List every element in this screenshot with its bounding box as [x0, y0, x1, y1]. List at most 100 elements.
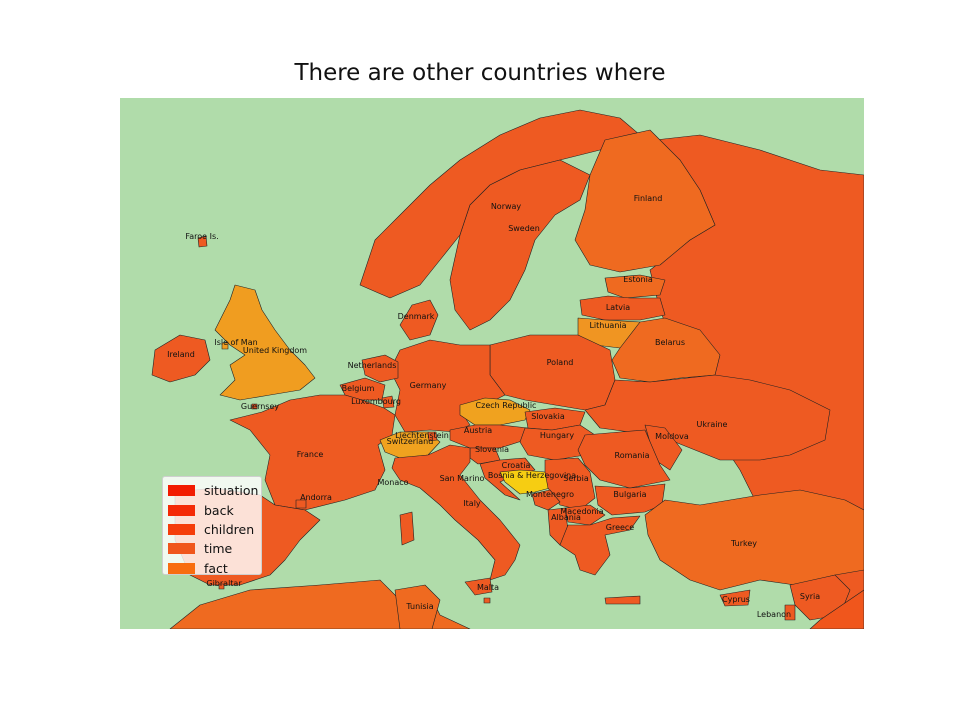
- country-andorra: [295, 499, 307, 509]
- country-label: Ukraine: [697, 420, 728, 429]
- country-ireland: [151, 334, 211, 383]
- country-guernsey: [251, 403, 258, 410]
- country-label: Faroe Is.: [185, 232, 218, 241]
- country-label: Norway: [491, 202, 522, 211]
- map-title: There are other countries where: [294, 60, 666, 86]
- country-turkey: [644, 489, 864, 591]
- country-italy-sicily: [464, 577, 493, 596]
- country-italy: [391, 444, 521, 581]
- legend-swatch: [168, 543, 195, 555]
- legend-item: situation: [168, 481, 261, 500]
- country-label: Monaco: [377, 478, 408, 487]
- country-netherlands: [361, 354, 399, 383]
- country-label: Czech Republic: [476, 401, 537, 410]
- legend-label: time: [204, 541, 233, 557]
- country-label: Finland: [634, 194, 663, 203]
- legend-swatch: [168, 523, 195, 535]
- country-italy-sardinia: [399, 511, 415, 546]
- country-label: Croatia: [502, 461, 531, 470]
- country-romania: [577, 429, 671, 489]
- country-label: Denmark: [398, 312, 435, 321]
- country-greece-crete: [604, 595, 641, 605]
- legend-swatch: [168, 504, 195, 516]
- country-france: [229, 394, 396, 511]
- country-tunisia: [394, 584, 441, 629]
- country-lebanon: [784, 604, 796, 621]
- country-label: Malta: [477, 583, 499, 592]
- country-label: Gibraltar: [206, 579, 242, 588]
- country-greece: [559, 515, 641, 576]
- country-malta: [483, 597, 491, 604]
- country-label: Montenegro: [526, 490, 574, 499]
- country-label: Latvia: [606, 303, 630, 312]
- country-label: Isle of Man: [214, 338, 257, 347]
- country-label: Bosnia & Herzegovina: [488, 471, 576, 480]
- country-label: Belgium: [342, 384, 375, 393]
- country-label: Estonia: [623, 275, 653, 284]
- country-label: Slovenia: [475, 445, 509, 454]
- country-label: Slovakia: [531, 412, 565, 421]
- country-faroe: [197, 235, 208, 248]
- country-finland: [574, 129, 716, 273]
- legend: situation back children time fact: [162, 476, 262, 578]
- country-macedonia: [564, 504, 606, 526]
- country-label: Lithuania: [589, 321, 626, 330]
- country-switzerland: [379, 431, 441, 459]
- country-label: Greece: [606, 523, 635, 532]
- country-cyprus: [719, 589, 751, 607]
- country-liechtenstein: [427, 431, 438, 442]
- country-label: Macedonia: [560, 507, 603, 516]
- country-label: Albania: [551, 513, 581, 522]
- country-label: Netherlands: [348, 361, 397, 370]
- country-label: Syria: [800, 592, 820, 601]
- country-estonia: [604, 274, 666, 299]
- country-label: Romania: [615, 451, 650, 460]
- legend-label: situation: [204, 483, 259, 499]
- country-label: Luxembourg: [351, 397, 401, 406]
- legend-label: back: [204, 502, 234, 518]
- country-latvia: [579, 295, 666, 321]
- legend-item: children: [168, 520, 261, 539]
- country-label: Guernsey: [241, 402, 280, 411]
- country-label: United Kingdom: [243, 346, 307, 355]
- legend-item: back: [168, 500, 261, 519]
- country-label: Ireland: [167, 350, 195, 359]
- country-label: Switzerland: [387, 437, 434, 446]
- country-label: Poland: [547, 358, 574, 367]
- country-label: Tunisia: [405, 602, 433, 611]
- country-label: Italy: [463, 499, 481, 508]
- legend-item: time: [168, 539, 261, 558]
- country-label: Austria: [464, 426, 492, 435]
- country-label: Andorra: [300, 493, 332, 502]
- legend-swatch: [168, 562, 195, 574]
- country-sweden: [449, 159, 591, 331]
- country-label: Sweden: [508, 224, 540, 233]
- country-label: Bulgaria: [613, 490, 646, 499]
- country-label: Hungary: [540, 431, 574, 440]
- country-montenegro: [531, 489, 561, 511]
- country-bosnia: [499, 469, 551, 495]
- country-united-kingdom: [214, 284, 316, 401]
- legend-item: fact: [168, 559, 261, 578]
- legend-label: children: [204, 521, 255, 537]
- country-label: Turkey: [730, 539, 757, 548]
- country-label: France: [297, 450, 324, 459]
- country-label: Moldova: [655, 432, 689, 441]
- country-gibraltar: [218, 583, 225, 590]
- country-label: Belarus: [655, 338, 685, 347]
- legend-swatch: [168, 485, 195, 497]
- country-denmark: [399, 299, 439, 341]
- country-label: Serbia: [563, 474, 589, 483]
- country-east-edge: [809, 589, 864, 629]
- legend-label: fact: [204, 560, 228, 576]
- country-label: Lebanon: [757, 610, 791, 619]
- country-label: Liechtenstein: [395, 431, 449, 440]
- country-label: Germany: [410, 381, 447, 390]
- country-isle-of-man: [221, 341, 229, 350]
- country-czech-republic: [459, 397, 531, 426]
- country-luxembourg: [381, 395, 395, 409]
- country-label: San Marino: [440, 474, 485, 483]
- country-label: Cyprus: [722, 595, 750, 604]
- country-africa: [169, 579, 471, 629]
